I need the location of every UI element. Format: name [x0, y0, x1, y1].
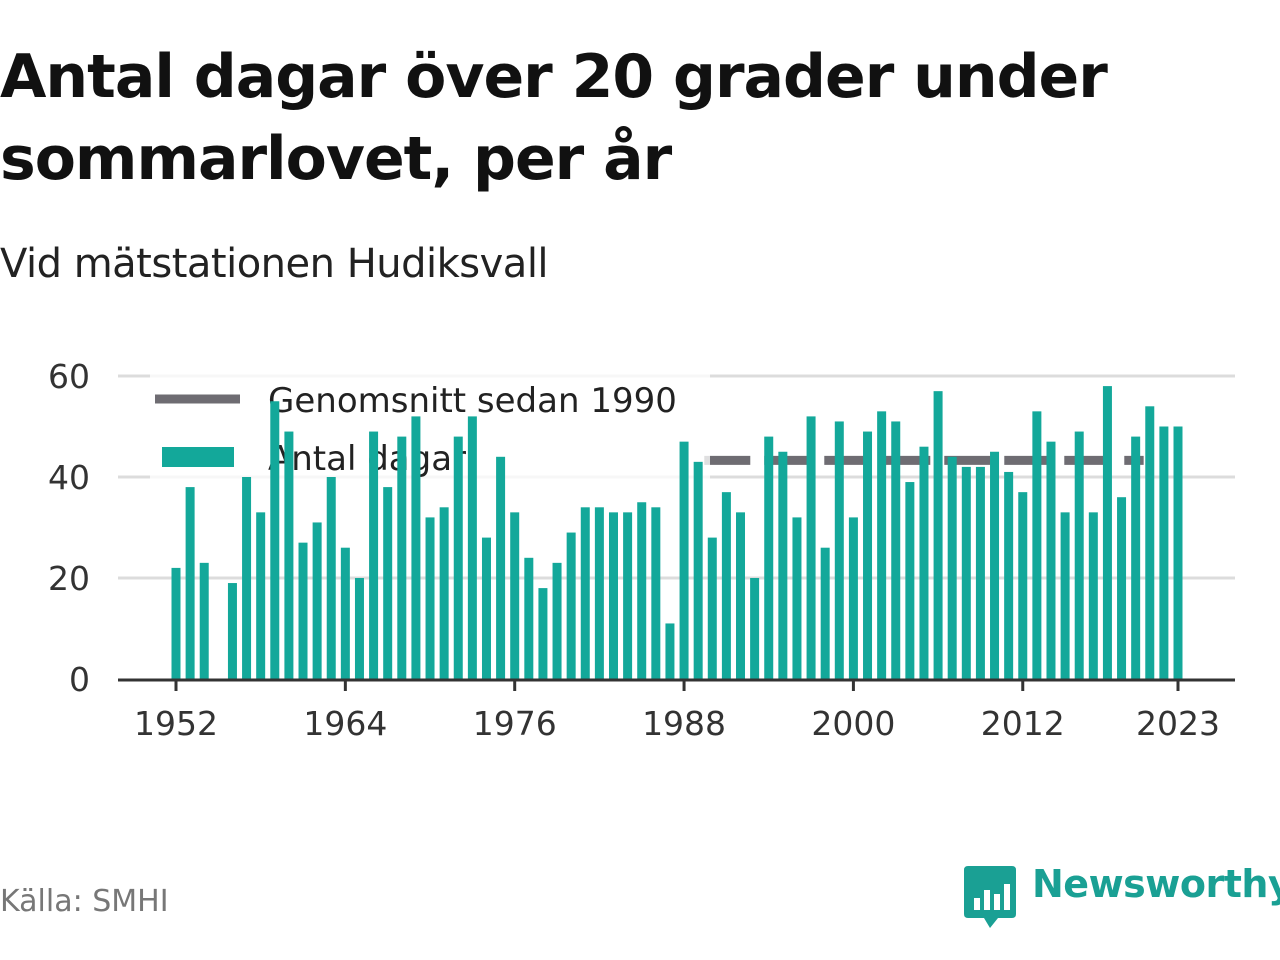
bar-1973	[467, 416, 477, 679]
brand-logo: Newsworthy	[964, 860, 1280, 930]
bar-1991	[721, 492, 731, 679]
bar-1985	[637, 502, 647, 679]
bar-1980	[566, 532, 576, 679]
y-tick-label-0: 0	[69, 660, 90, 699]
bar-1962	[312, 522, 322, 679]
legend: Genomsnitt sedan 1990 Antal dagar	[150, 371, 710, 483]
legend-label-bars: Antal dagar	[268, 439, 466, 479]
x-tick-label-2000: 2000	[811, 704, 895, 743]
bar-1994	[764, 436, 774, 679]
bar-1964	[340, 547, 350, 679]
x-tick-label-1964: 1964	[303, 704, 387, 743]
bar-2022	[1159, 426, 1169, 679]
y-tick-label-60: 60	[48, 357, 90, 396]
bar-1953	[185, 487, 195, 679]
bar-1986	[651, 507, 661, 679]
bar-1958	[256, 512, 266, 679]
bar-1992	[736, 512, 746, 679]
bar-1976	[510, 512, 520, 679]
bar-1999	[834, 421, 844, 679]
y-tick-label-40: 40	[48, 458, 90, 497]
bar-2015	[1060, 512, 1070, 679]
x-tick-label-1976: 1976	[473, 704, 557, 743]
x-tick-label-2012: 2012	[981, 704, 1065, 743]
bar-1975	[496, 456, 506, 679]
bar-2014	[1046, 441, 1056, 679]
chart-subtitle: Vid mätstationen Hudiksvall	[0, 241, 549, 287]
bar-1961	[298, 542, 308, 679]
bar-1979	[552, 562, 562, 679]
bar-2007	[947, 456, 957, 679]
bar-1996	[792, 517, 802, 679]
bar-2005	[919, 446, 929, 679]
bar-2010	[990, 451, 1000, 679]
bar-1960	[284, 431, 294, 679]
bar-2001	[863, 431, 873, 679]
bar-2021	[1145, 406, 1155, 679]
bar-2019	[1117, 497, 1127, 679]
bar-1970	[425, 517, 435, 679]
bar-1957	[242, 477, 252, 679]
bar-1989	[693, 461, 703, 679]
bar-2004	[905, 482, 915, 679]
bar-1977	[524, 557, 534, 679]
bar-1998	[820, 547, 830, 679]
bar-1963	[326, 477, 336, 679]
bar-2002	[877, 411, 887, 679]
bar-1965	[354, 578, 364, 679]
legend-label-average: Genomsnitt sedan 1990	[268, 381, 677, 421]
bar-1988	[679, 441, 689, 679]
bar-1959	[270, 401, 280, 679]
bar-1952	[171, 567, 181, 679]
axes: 0 20 40 60 1952 1964 1976 1988 2000 2012 2023	[48, 357, 1235, 743]
legend-background	[150, 371, 710, 483]
x-tick-label-2023: 2023	[1136, 704, 1220, 743]
chart-title: Antal dagar över 20 grader under sommarl…	[0, 42, 1108, 194]
bar-1971	[439, 507, 449, 679]
bar-1983	[608, 512, 618, 679]
bar-1972	[453, 436, 463, 679]
source-note: Källa: SMHI	[0, 884, 169, 919]
bar-1990	[707, 537, 717, 679]
bar-2020	[1131, 436, 1141, 679]
brand-name: Newsworthy	[1032, 862, 1280, 906]
legend-swatch-bars	[162, 447, 234, 467]
bar-1974	[481, 537, 491, 679]
bar-1967	[383, 487, 393, 679]
bar-2000	[848, 517, 858, 679]
bar-2006	[933, 391, 943, 679]
bar-1954	[199, 562, 209, 679]
bar-2017	[1088, 512, 1098, 679]
bar-1984	[623, 512, 633, 679]
y-tick-label-20: 20	[48, 559, 90, 598]
bar-2023	[1173, 426, 1183, 679]
bar-1956	[227, 583, 237, 679]
bar-1987	[665, 623, 675, 679]
bar-2009	[975, 466, 985, 679]
x-tick-label-1988: 1988	[642, 704, 726, 743]
bar-1993	[750, 578, 760, 679]
bar-2013	[1032, 411, 1042, 679]
bar-1982	[594, 507, 604, 679]
bar-2016	[1074, 431, 1084, 679]
bar-2018	[1102, 386, 1112, 679]
bar-2011	[1004, 471, 1014, 679]
bar-1969	[411, 416, 421, 679]
bar-chart: Genomsnitt sedan 1990 Antal dagar 0 20 40 6…	[48, 357, 1235, 743]
bar-2008	[961, 466, 971, 679]
newsworthy-logo-icon	[964, 866, 1016, 928]
bar-2003	[891, 421, 901, 679]
bar-1981	[580, 507, 590, 679]
bar-1995	[778, 451, 788, 679]
bar-1968	[397, 436, 407, 679]
bar-1978	[538, 588, 548, 679]
bar-1997	[806, 416, 816, 679]
bar-2012	[1018, 492, 1028, 679]
bars	[171, 386, 1183, 679]
bar-1966	[369, 431, 379, 679]
x-tick-label-1952: 1952	[134, 704, 218, 743]
